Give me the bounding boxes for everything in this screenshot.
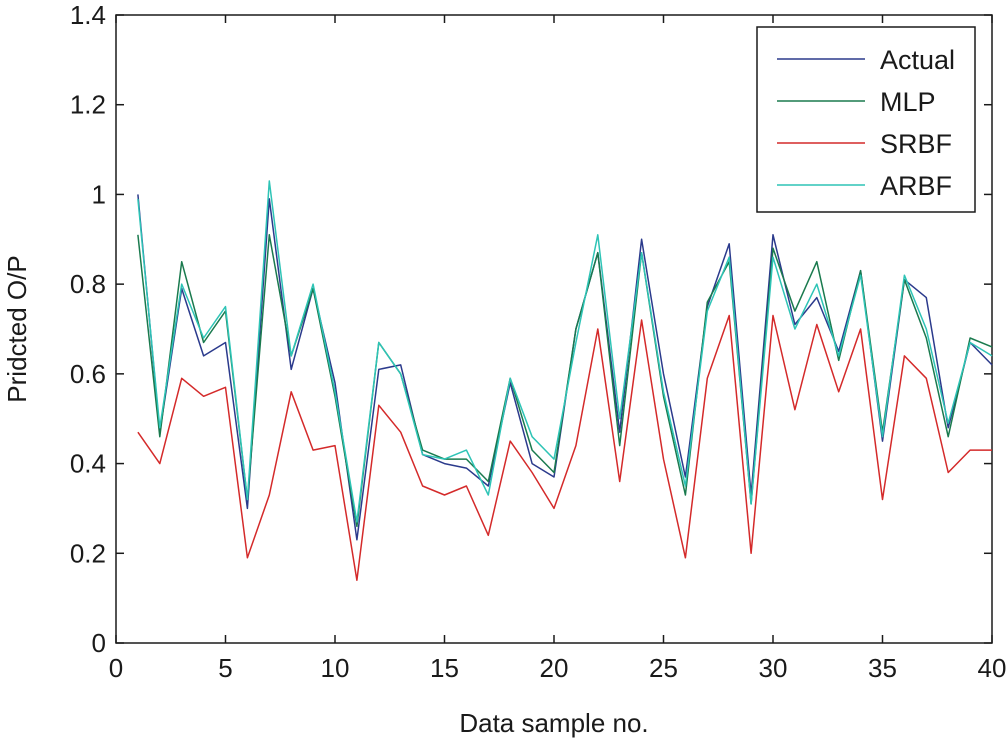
legend: Actual MLP SRBF ARBF xyxy=(756,26,976,213)
legend-label-mlp: MLP xyxy=(880,87,936,117)
x-tick-label: 15 xyxy=(430,653,459,683)
x-tick-label: 5 xyxy=(218,653,232,683)
legend-label-arbf: ARBF xyxy=(880,171,952,201)
y-tick-label: 0 xyxy=(92,628,106,658)
x-tick-label: 0 xyxy=(109,653,123,683)
y-tick-label: 0.6 xyxy=(70,359,106,389)
y-tick-label: 0.4 xyxy=(70,449,106,479)
series-lines xyxy=(137,180,993,581)
x-tick-label: 40 xyxy=(978,653,1007,683)
legend-label-actual: Actual xyxy=(880,45,955,75)
series-line-arbf xyxy=(137,180,993,523)
x-tick-label: 10 xyxy=(321,653,350,683)
legend-box xyxy=(756,26,976,213)
y-axis-label: Pridcted O/P xyxy=(2,255,32,402)
x-tick-label: 20 xyxy=(540,653,569,683)
x-tick-label: 25 xyxy=(649,653,678,683)
series-line-srbf xyxy=(137,314,992,581)
y-tick-label: 0.8 xyxy=(70,269,106,299)
tick-labels: 0 5 10 15 20 25 30 35 40 0 0.2 0.4 0.6 0.8 1 1.2 1.4 xyxy=(70,0,1007,683)
y-tick-label: 1 xyxy=(92,179,106,209)
y-tick-label: 1.2 xyxy=(70,90,106,120)
x-tick-label: 35 xyxy=(868,653,897,683)
y-tick-label: 0.2 xyxy=(70,538,106,568)
x-tick-label: 30 xyxy=(759,653,788,683)
axis-ticks xyxy=(115,14,993,644)
y-tick-label: 1.4 xyxy=(70,0,106,30)
legend-label-srbf: SRBF xyxy=(880,129,952,159)
x-axis-label: Data sample no. xyxy=(459,708,648,738)
